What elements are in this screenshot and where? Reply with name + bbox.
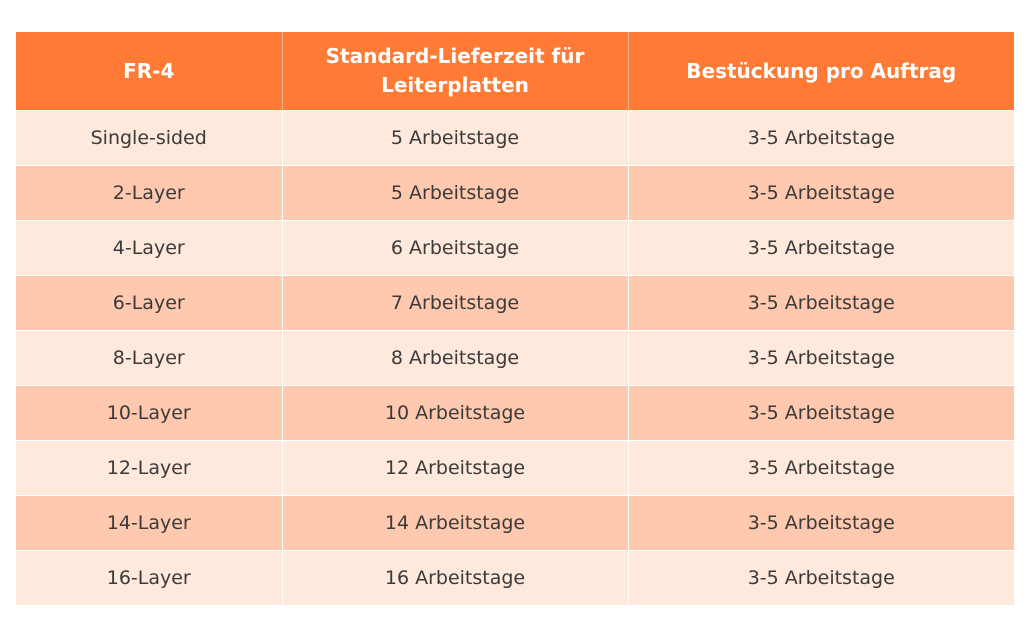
cell-layer-type: Single-sided: [16, 110, 283, 166]
table-header: FR-4 Standard-Lieferzeit für Leiterplatt…: [16, 32, 1014, 111]
cell-assembly-time: 3-5 Arbeitstage: [628, 440, 1014, 496]
cell-pcb-lead-time: 8 Arbeitstage: [282, 330, 629, 386]
table-row: 12-Layer 12 Arbeitstage 3-5 Arbeitstage: [16, 440, 1014, 496]
cell-layer-type: 10-Layer: [16, 385, 283, 441]
table-row: 10-Layer 10 Arbeitstage 3-5 Arbeitstage: [16, 385, 1014, 441]
cell-pcb-lead-time: 10 Arbeitstage: [282, 385, 629, 441]
cell-assembly-time: 3-5 Arbeitstage: [628, 220, 1014, 276]
cell-layer-type: 2-Layer: [16, 165, 283, 221]
header-pcb-lead-time: Standard-Lieferzeit für Leiterplatten: [282, 32, 629, 111]
header-material: FR-4: [16, 32, 283, 111]
cell-assembly-time: 3-5 Arbeitstage: [628, 165, 1014, 221]
cell-layer-type: 12-Layer: [16, 440, 283, 496]
cell-assembly-time: 3-5 Arbeitstage: [628, 495, 1014, 551]
table-row: 16-Layer 16 Arbeitstage 3-5 Arbeitstage: [16, 550, 1014, 605]
cell-layer-type: 16-Layer: [16, 550, 283, 605]
header-row: FR-4 Standard-Lieferzeit für Leiterplatt…: [16, 32, 1014, 111]
cell-pcb-lead-time: 7 Arbeitstage: [282, 275, 629, 331]
cell-layer-type: 8-Layer: [16, 330, 283, 386]
lead-time-table-container: FR-4 Standard-Lieferzeit für Leiterplatt…: [16, 32, 1014, 605]
cell-layer-type: 6-Layer: [16, 275, 283, 331]
cell-pcb-lead-time: 16 Arbeitstage: [282, 550, 629, 605]
cell-layer-type: 14-Layer: [16, 495, 283, 551]
cell-pcb-lead-time: 6 Arbeitstage: [282, 220, 629, 276]
table-row: 2-Layer 5 Arbeitstage 3-5 Arbeitstage: [16, 165, 1014, 221]
lead-time-table: FR-4 Standard-Lieferzeit für Leiterplatt…: [16, 32, 1014, 605]
cell-pcb-lead-time: 14 Arbeitstage: [282, 495, 629, 551]
table-row: 14-Layer 14 Arbeitstage 3-5 Arbeitstage: [16, 495, 1014, 551]
cell-pcb-lead-time: 5 Arbeitstage: [282, 165, 629, 221]
header-assembly-per-order: Bestückung pro Auftrag: [628, 32, 1014, 111]
cell-assembly-time: 3-5 Arbeitstage: [628, 550, 1014, 605]
cell-pcb-lead-time: 12 Arbeitstage: [282, 440, 629, 496]
cell-layer-type: 4-Layer: [16, 220, 283, 276]
cell-pcb-lead-time: 5 Arbeitstage: [282, 110, 629, 166]
table-row: Single-sided 5 Arbeitstage 3-5 Arbeitsta…: [16, 110, 1014, 166]
cell-assembly-time: 3-5 Arbeitstage: [628, 385, 1014, 441]
cell-assembly-time: 3-5 Arbeitstage: [628, 275, 1014, 331]
table-body: Single-sided 5 Arbeitstage 3-5 Arbeitsta…: [16, 110, 1014, 605]
table-row: 8-Layer 8 Arbeitstage 3-5 Arbeitstage: [16, 330, 1014, 386]
table-row: 4-Layer 6 Arbeitstage 3-5 Arbeitstage: [16, 220, 1014, 276]
cell-assembly-time: 3-5 Arbeitstage: [628, 330, 1014, 386]
table-row: 6-Layer 7 Arbeitstage 3-5 Arbeitstage: [16, 275, 1014, 331]
cell-assembly-time: 3-5 Arbeitstage: [628, 110, 1014, 166]
